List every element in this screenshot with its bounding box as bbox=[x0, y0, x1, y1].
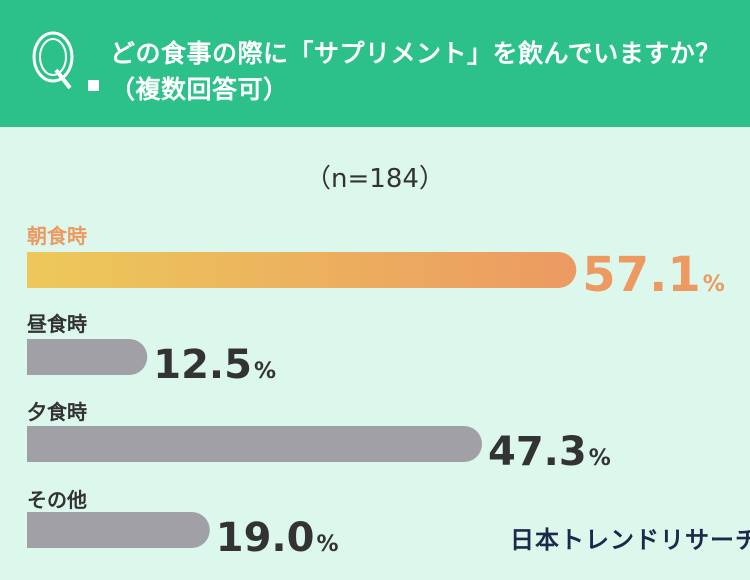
question-text: どの食事の際に「サプリメント」を飲んでいますか？ bbox=[110, 39, 721, 68]
value-label-lunch: 12.5% bbox=[153, 342, 276, 388]
bar-dinner bbox=[27, 426, 483, 462]
category-label-dinner: 夕食時 bbox=[27, 400, 87, 424]
q-letter-icon bbox=[32, 31, 74, 90]
value-label-other: 19.0% bbox=[216, 515, 339, 561]
question-note: （複数回答可） bbox=[110, 75, 289, 104]
category-label-breakfast: 朝食時 bbox=[27, 224, 87, 248]
value-label-breakfast: 57.1% bbox=[582, 247, 724, 303]
category-label-lunch: 昼食時 bbox=[27, 312, 87, 336]
category-label-other: その他 bbox=[27, 488, 87, 512]
bar-lunch bbox=[27, 339, 148, 375]
value-label-dinner: 47.3% bbox=[488, 429, 611, 475]
sample-size: （n=184） bbox=[305, 164, 445, 194]
bar-other bbox=[27, 512, 210, 548]
brand-logo: 日本トレンドリサーチ bbox=[510, 526, 750, 554]
bar-breakfast bbox=[27, 252, 577, 288]
question-header: どの食事の際に「サプリメント」を飲んでいますか？ （複数回答可） bbox=[0, 0, 750, 127]
q-dot bbox=[88, 80, 99, 91]
